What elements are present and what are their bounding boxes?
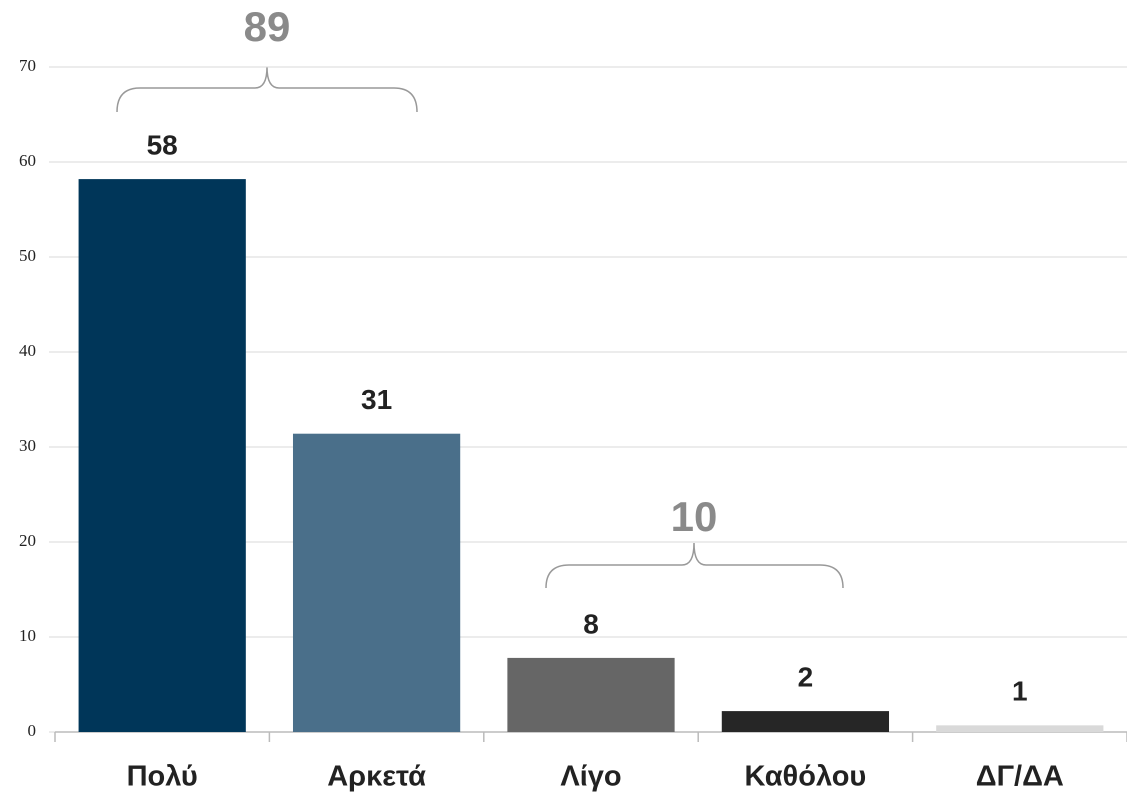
x-tick-label: ΔΓ/ΔΑ bbox=[976, 761, 1064, 793]
y-tick-label: 10 bbox=[19, 626, 36, 645]
value-label: 58 bbox=[147, 129, 178, 160]
x-tick-label: Αρκετά bbox=[327, 761, 426, 793]
x-tick-label: Λίγο bbox=[560, 761, 621, 793]
value-label: 1 bbox=[1012, 676, 1028, 707]
y-tick-label: 50 bbox=[19, 246, 36, 265]
bar bbox=[292, 433, 461, 732]
y-tick-label: 60 bbox=[19, 151, 36, 170]
y-tick-label: 40 bbox=[19, 341, 36, 360]
bar bbox=[936, 725, 1104, 732]
y-tick-label: 30 bbox=[19, 436, 36, 455]
bar bbox=[507, 657, 675, 732]
value-label: 31 bbox=[361, 384, 392, 415]
bar bbox=[78, 179, 246, 733]
bracket bbox=[116, 66, 418, 113]
value-label: 2 bbox=[798, 661, 814, 692]
value-label: 8 bbox=[583, 608, 599, 639]
y-tick-label: 0 bbox=[28, 721, 37, 740]
bar bbox=[721, 711, 890, 732]
x-tick-label: Πολύ bbox=[127, 761, 198, 793]
annotation: 10 bbox=[671, 493, 718, 540]
y-tick-label: 70 bbox=[19, 56, 36, 75]
y-tick-label: 20 bbox=[19, 531, 36, 550]
bracket bbox=[545, 542, 844, 589]
annotation: 89 bbox=[244, 3, 291, 50]
x-tick-label: Καθόλου bbox=[744, 761, 866, 793]
